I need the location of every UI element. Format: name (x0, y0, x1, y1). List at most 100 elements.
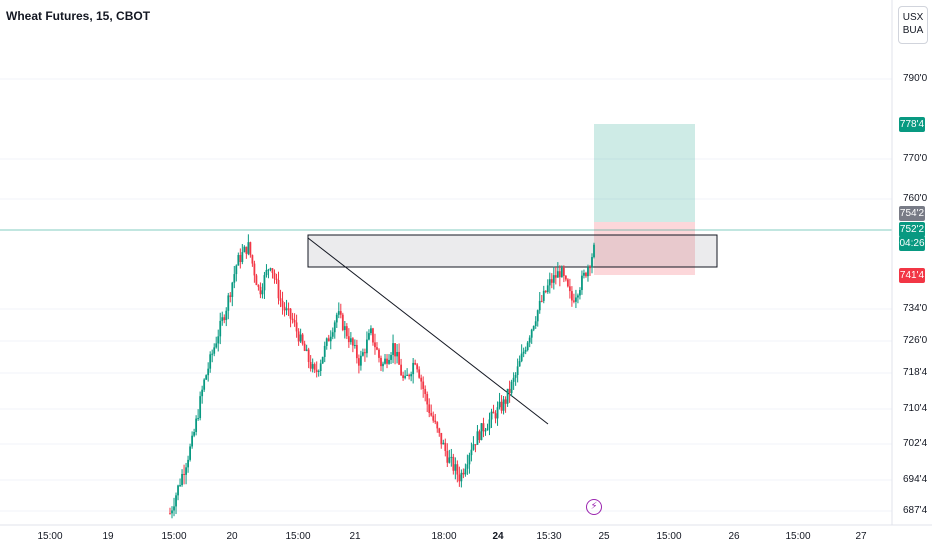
candle-body (408, 374, 411, 377)
candle-body (398, 351, 400, 365)
candle-body (396, 351, 398, 357)
candle-body (434, 420, 437, 423)
candle-body (552, 275, 555, 283)
candle-body (257, 285, 260, 287)
target-price-label: 778'4 (899, 117, 925, 132)
x-tick-label: 15:30 (536, 531, 562, 542)
candle-body (287, 308, 290, 310)
x-tick-label: 27 (855, 531, 867, 542)
candle-body (548, 279, 551, 286)
candle-body (446, 450, 449, 463)
candle-body (235, 265, 238, 275)
x-tick-label: 15:00 (161, 531, 187, 542)
candle-body (345, 326, 348, 337)
candle-body (394, 343, 396, 357)
candle-body (512, 377, 515, 382)
candle-body (309, 361, 312, 369)
target-zone (594, 124, 695, 222)
candle-body (297, 331, 300, 342)
candle-body (378, 349, 380, 358)
candle-body (546, 285, 549, 293)
candle-body (333, 322, 336, 333)
candle-body (351, 338, 354, 346)
candle-body (388, 359, 390, 364)
candle-body (390, 354, 392, 360)
lightning-icon[interactable]: ⚡ (586, 499, 602, 515)
candle-body (183, 473, 185, 475)
candle-body (426, 394, 429, 405)
candle-body (412, 362, 415, 375)
candle-body (275, 278, 278, 281)
candle-body (339, 311, 342, 315)
candle-body (253, 263, 256, 276)
candle-body (319, 363, 322, 372)
candle-body (418, 369, 421, 378)
candle-body (591, 257, 593, 268)
candle-body (277, 280, 280, 299)
currency-unit-button[interactable]: USX BUA (898, 6, 928, 44)
candle-body (249, 242, 252, 256)
candle-body (307, 349, 310, 362)
candle-body (217, 336, 220, 344)
candle-body (219, 320, 222, 337)
candle-body (370, 328, 372, 334)
candle-body (175, 495, 177, 507)
bar-countdown: 04:26 (899, 236, 925, 251)
candle-body (577, 295, 579, 298)
candle-body (402, 375, 404, 378)
candle-body (189, 446, 191, 460)
candle-body (498, 401, 501, 408)
candle-body (187, 459, 189, 468)
candle-body (247, 242, 250, 254)
candle-body (205, 375, 208, 380)
candle-body (299, 334, 302, 342)
candle-body (384, 358, 386, 364)
candle-body (179, 485, 181, 487)
candle-body (468, 455, 471, 465)
candle-body (380, 357, 382, 367)
x-tick-label: 21 (349, 531, 361, 542)
candle-body (207, 368, 210, 376)
candle-body (593, 244, 595, 258)
candle-body (534, 321, 537, 327)
candle-body (542, 290, 545, 301)
candle-body (500, 401, 503, 411)
candle-body (376, 347, 378, 350)
candle-body (337, 311, 340, 315)
candle-body (225, 310, 228, 321)
x-tick-label: 24 (492, 531, 504, 542)
x-tick-label: 18:00 (431, 531, 457, 542)
stop-price-label: 741'4 (899, 268, 925, 283)
candle-body (279, 298, 282, 301)
resistance-zone (307, 234, 718, 268)
candle-body (374, 342, 376, 348)
candle-body (323, 345, 326, 357)
candle-body (514, 375, 517, 378)
x-tick-label: 19 (102, 531, 114, 542)
candle-body (251, 255, 254, 264)
candle-body (215, 343, 218, 348)
candle-body (510, 381, 513, 394)
candle-body (494, 413, 497, 419)
candle-body (331, 332, 334, 337)
candle-body (462, 472, 465, 475)
candle-body (193, 431, 196, 436)
candle-body (392, 343, 394, 355)
currency-unit-line2: BUA (902, 25, 924, 36)
candle-body (291, 318, 294, 321)
candle-body (311, 364, 314, 369)
candle-body (522, 351, 525, 354)
candle-body (452, 456, 455, 471)
candle-body (201, 389, 204, 397)
candle-body (295, 322, 298, 332)
candle-body (357, 358, 360, 366)
candle-body (265, 270, 268, 276)
candle-body (583, 272, 585, 276)
y-tick-label: 687'4 (903, 505, 928, 516)
candle-body (325, 338, 328, 346)
current-price-label: 752'2 (899, 222, 925, 237)
candle-body (528, 337, 531, 343)
candle-body (237, 255, 240, 266)
candle-body (456, 464, 459, 475)
